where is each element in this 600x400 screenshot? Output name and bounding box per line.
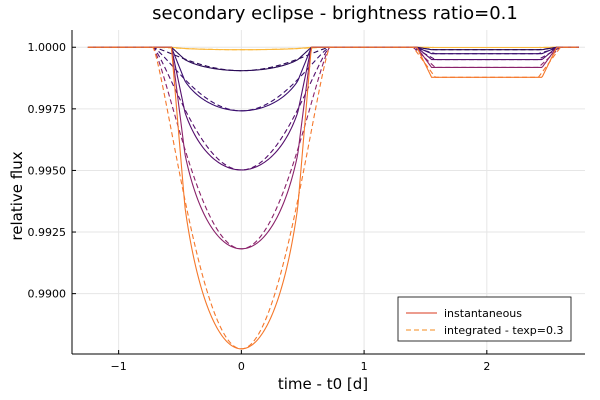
x-tick-label: 1 [361,360,368,373]
chart-title: secondary eclipse - brightness ratio=0.1 [152,3,518,24]
light-curves [87,46,579,350]
y-tick-label: 0.9950 [28,164,67,177]
axes [71,30,585,355]
x-ticks: −1 0 1 2 [111,350,490,373]
x-tick-label: 0 [238,360,245,373]
legend: instantaneous integrated - texp=0.3 [397,296,572,342]
x-tick-label: −1 [111,360,127,373]
legend-label-integrated: integrated - texp=0.3 [444,324,563,337]
y-tick-label: 1.0000 [28,41,67,54]
legend-label-instantaneous: instantaneous [444,307,522,320]
x-axis-label: time - t0 [d] [278,375,368,393]
instantaneous-curve-5 [87,46,579,350]
y-tick-label: 0.9900 [28,288,67,301]
y-axis-label: relative flux [8,151,26,240]
legend-box [397,296,572,342]
y-tick-label: 0.9975 [28,103,67,116]
y-ticks: 0.9900 0.9925 0.9950 0.9975 1.0000 [28,41,76,301]
y-tick-label: 0.9925 [28,226,67,239]
x-tick-label: 2 [483,360,490,373]
